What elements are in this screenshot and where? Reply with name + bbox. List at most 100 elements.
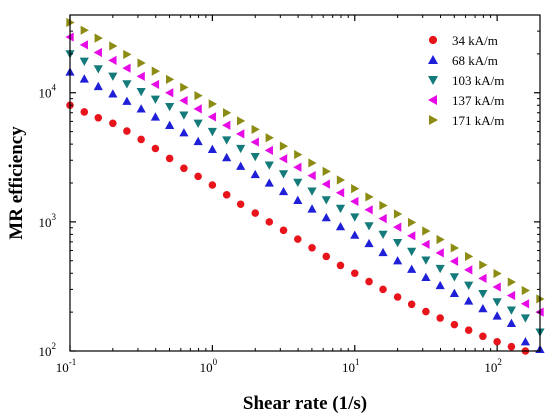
legend-item: 137 kA/m [428, 93, 504, 108]
data-point [150, 95, 161, 104]
data-point [193, 119, 203, 128]
data-point [93, 81, 103, 91]
data-point [151, 66, 161, 76]
y-tick-label: 104 [39, 83, 57, 101]
data-point [79, 74, 89, 83]
data-point [393, 239, 403, 248]
x-tick-exponent: 1 [355, 357, 360, 367]
data-point [422, 226, 431, 236]
data-point [421, 256, 431, 265]
legend-marker [428, 55, 438, 64]
data-point [393, 293, 402, 301]
legend-marker [428, 95, 437, 105]
data-point [322, 166, 331, 176]
data-point [265, 133, 274, 143]
data-point [506, 306, 517, 315]
data-point [222, 191, 231, 199]
x-tick-label: 101 [342, 357, 360, 375]
data-point [435, 248, 444, 258]
data-point [251, 209, 260, 217]
data-point [108, 72, 118, 81]
data-point [435, 280, 445, 290]
y-tick-exponent: 2 [52, 341, 57, 351]
data-point [165, 88, 174, 98]
data-point [208, 99, 217, 109]
data-point [449, 273, 460, 282]
data-point [208, 181, 217, 189]
data-point [407, 247, 417, 257]
data-point [294, 149, 303, 160]
data-point [150, 112, 161, 121]
y-tick-exponent: 4 [52, 83, 57, 93]
x-axis-title: Shear rate (1/s) [243, 393, 367, 414]
x-tick-label: 100 [200, 357, 218, 375]
legend-label: 68 kA/m [452, 53, 498, 68]
data-point [165, 102, 175, 112]
legend-item: 103 kA/m [428, 73, 504, 88]
data-point [393, 222, 402, 232]
data-point [222, 120, 231, 130]
data-point [407, 231, 416, 241]
data-point [278, 154, 288, 164]
data-point [222, 136, 232, 145]
data-point [307, 187, 317, 196]
data-point [180, 164, 188, 173]
series-5 [66, 17, 545, 304]
data-point [350, 213, 360, 222]
legend-label: 137 kA/m [452, 93, 504, 108]
data-point [293, 195, 303, 204]
data-point [278, 186, 289, 196]
data-point [279, 226, 288, 235]
data-point [479, 260, 488, 270]
data-point [264, 178, 274, 187]
data-point [335, 221, 346, 231]
data-point [351, 183, 360, 194]
data-point [165, 154, 174, 163]
data-point [250, 137, 259, 147]
data-point [464, 296, 474, 305]
data-point [79, 40, 88, 50]
data-point [93, 65, 103, 74]
data-point [364, 238, 374, 248]
legend-marker [428, 35, 438, 45]
legend-label: 171 kA/m [452, 113, 504, 128]
data-point [308, 244, 316, 252]
data-point [222, 108, 232, 118]
data-point [321, 196, 331, 205]
data-point [137, 58, 146, 68]
data-point [136, 104, 146, 113]
y-tick-exponent: 3 [52, 212, 57, 222]
data-point [207, 127, 217, 137]
data-point [123, 127, 131, 135]
data-point [165, 120, 175, 129]
data-point [492, 311, 502, 320]
x-axis-ticks: 10-1 100 101 102 [56, 15, 502, 375]
data-point [293, 162, 302, 172]
data-point [79, 57, 89, 66]
data-point [407, 300, 416, 309]
data-point [378, 214, 387, 224]
data-point [250, 169, 260, 179]
legend-marker [428, 76, 438, 85]
data-point [492, 298, 502, 307]
data-point [365, 192, 374, 202]
data-point [507, 342, 516, 351]
data-point [250, 152, 260, 162]
data-point [379, 200, 388, 211]
data-point [464, 265, 473, 275]
data-point [393, 209, 403, 219]
data-point [122, 96, 132, 105]
data-point [464, 326, 473, 334]
legend-label: 34 kA/m [452, 33, 498, 48]
data-point [193, 104, 202, 114]
x-tick-exponent: 0 [213, 357, 218, 367]
x-tick-exponent: -1 [69, 357, 77, 367]
data-point [478, 289, 488, 299]
data-point [264, 161, 274, 170]
data-point [506, 318, 517, 327]
data-point [520, 314, 531, 323]
data-point [493, 268, 502, 279]
data-point [378, 247, 388, 257]
data-point [80, 108, 89, 116]
data-point [122, 80, 132, 89]
